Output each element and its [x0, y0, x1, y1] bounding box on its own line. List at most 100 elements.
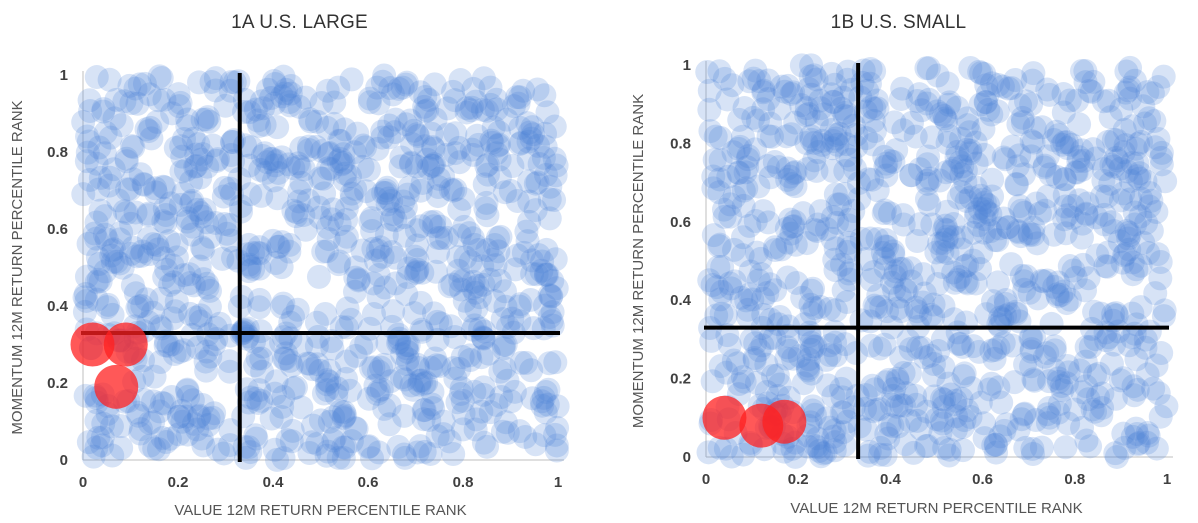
data-point [849, 226, 874, 251]
data-point [1151, 64, 1176, 89]
data-point [121, 167, 146, 192]
data-point [974, 73, 999, 98]
data-point [822, 438, 847, 463]
data-point [417, 407, 442, 432]
data-point [159, 385, 184, 410]
data-point [796, 347, 821, 372]
data-point [242, 329, 267, 354]
data-point [177, 262, 202, 287]
data-point [1082, 363, 1107, 388]
data-point [950, 415, 975, 440]
data-point [408, 80, 433, 105]
data-point [945, 95, 970, 120]
data-point [398, 151, 423, 176]
data-point [1113, 80, 1138, 105]
data-point [729, 285, 754, 310]
data-point [1078, 434, 1103, 459]
data-point [281, 198, 306, 223]
data-point [756, 87, 781, 112]
data-point [1004, 171, 1029, 196]
data-point [891, 203, 916, 228]
data-point [734, 288, 759, 313]
data-point [789, 53, 814, 78]
y-tick-label: 1 [683, 57, 691, 74]
data-point [308, 205, 333, 230]
data-point [984, 432, 1009, 457]
data-point [205, 147, 230, 172]
data-point [1139, 218, 1164, 243]
data-point [452, 214, 477, 239]
data-point [298, 109, 323, 134]
data-point [138, 115, 163, 140]
data-point [236, 324, 261, 349]
data-point [181, 126, 206, 151]
data-point [779, 122, 804, 147]
data-point [422, 209, 447, 234]
data-point [908, 416, 933, 441]
data-point [1023, 408, 1048, 433]
data-point [1101, 154, 1126, 179]
data-point [945, 139, 970, 164]
data-point [521, 122, 546, 147]
data-point [1035, 268, 1060, 293]
data-point [919, 302, 944, 327]
data-point [874, 163, 899, 188]
data-point [1118, 168, 1143, 193]
data-point [255, 150, 280, 175]
data-point [908, 304, 933, 329]
data-point [422, 72, 447, 97]
data-point [166, 82, 191, 107]
data-point [789, 93, 814, 118]
data-point [1096, 240, 1121, 265]
data-point [1004, 172, 1029, 197]
data-point [170, 409, 195, 434]
data-point [756, 68, 781, 93]
data-point [92, 141, 117, 166]
data-point [525, 170, 550, 195]
data-point [184, 154, 209, 179]
data-point [1103, 301, 1128, 326]
data-point [881, 242, 906, 267]
data-point [1108, 156, 1133, 181]
data-point [160, 306, 185, 331]
data-point [1111, 421, 1136, 446]
data-point [1014, 264, 1039, 289]
data-point [259, 86, 284, 111]
data-point [531, 145, 556, 170]
data-point [1095, 129, 1120, 154]
data-point [803, 433, 828, 458]
data-point [238, 385, 263, 410]
data-point [296, 188, 321, 213]
data-point [269, 230, 294, 255]
data-point [808, 444, 833, 469]
data-point [265, 447, 290, 472]
data-point [917, 192, 942, 217]
data-point [500, 154, 525, 179]
data-point [297, 351, 322, 376]
data-point [434, 142, 459, 167]
data-point [1079, 79, 1104, 104]
data-point [858, 226, 883, 251]
x-tick-label: 0.8 [1064, 471, 1085, 488]
data-point [732, 96, 757, 121]
data-point [320, 336, 345, 361]
data-point [1144, 436, 1169, 461]
data-point [748, 246, 773, 271]
data-point [203, 210, 228, 235]
data-point [954, 137, 979, 162]
data-point [865, 227, 890, 252]
data-point [1019, 337, 1044, 362]
data-point [184, 305, 209, 330]
data-point [1033, 198, 1058, 223]
data-point [873, 228, 898, 253]
data-point [146, 237, 171, 262]
data-point [1039, 311, 1064, 336]
data-point [426, 175, 451, 200]
data-point [861, 399, 886, 424]
data-point [361, 271, 386, 296]
data-point [817, 343, 842, 368]
data-point [404, 154, 429, 179]
data-point [696, 440, 721, 465]
data-point [904, 392, 929, 417]
data-point [308, 166, 333, 191]
